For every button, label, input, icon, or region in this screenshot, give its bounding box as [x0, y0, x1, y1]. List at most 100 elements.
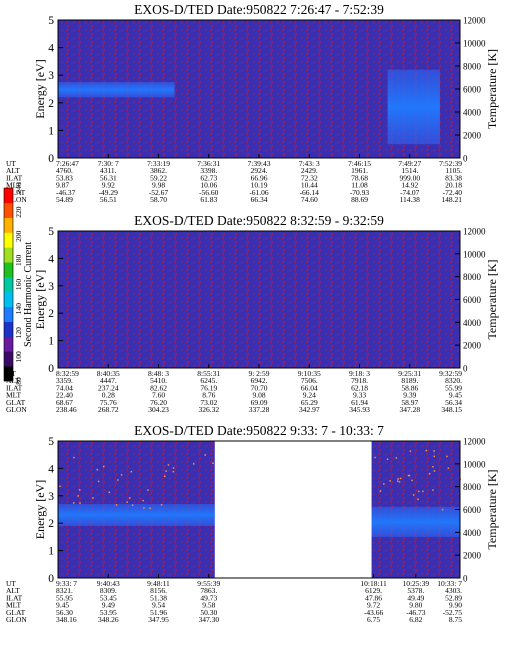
y2-tick-label: 12000 [463, 16, 486, 26]
ephemeris-value: 8189. [401, 376, 418, 385]
ephemeris-value: 7:43: 3 [299, 159, 320, 168]
speckle-bright [204, 454, 206, 456]
y-tick-label: 0 [48, 363, 54, 375]
y2-tick-label: 0 [463, 574, 468, 584]
ephemeris-value: 114.38 [400, 195, 421, 204]
ephemeris-value: 14.92 [401, 181, 418, 190]
ephemeris-value: 55.95 [56, 593, 73, 602]
ephemeris-value: 345.93 [349, 405, 370, 414]
colorbar-swatch [4, 247, 13, 263]
speckle-bright [428, 472, 431, 475]
ephemeris-value: 9:18: 3 [349, 369, 370, 378]
ephemeris-value: 5378. [407, 586, 424, 595]
ephemeris-value: 347.95 [148, 615, 169, 624]
speckle-bright [120, 474, 123, 476]
y-tick-label: 5 [48, 15, 54, 27]
ephemeris-value: 348.26 [98, 615, 119, 624]
ephemeris-value: 66.96 [251, 173, 268, 182]
y2-tick-label: 2000 [463, 551, 482, 561]
speckle-bright [433, 450, 435, 452]
ephemeris-value: -74.07 [400, 188, 420, 197]
ephemeris-value: 8309. [100, 586, 117, 595]
speckle-bright [418, 490, 420, 493]
speckle-bright [433, 455, 435, 458]
speckle-bright [129, 497, 131, 499]
speckle-bright [212, 462, 214, 465]
ephemeris-value: 9.45 [56, 601, 69, 610]
y2-tick-label: 0 [463, 364, 468, 374]
ephemeris-value: 9.49 [102, 601, 115, 610]
ephemeris-value: 70.70 [251, 383, 268, 392]
ephemeris-value: 238.46 [56, 405, 77, 414]
ephemeris-value: 3398. [200, 166, 217, 175]
ephemeris-value: 58.97 [401, 398, 418, 407]
speckle-bright [383, 483, 385, 485]
speckle-bright [397, 478, 399, 480]
ephemeris-value: 6129. [365, 586, 382, 595]
ephemeris-row-label: ILAT [6, 173, 23, 182]
ephemeris-value: 10.06 [200, 181, 217, 190]
ephemeris-value: 66.04 [301, 383, 318, 392]
heatmap-band [58, 504, 215, 526]
ephemeris-value: 148.21 [441, 195, 462, 204]
ephemeris-value: 7:26:47 [56, 159, 79, 168]
colorbar-tick-label: 200 [14, 230, 23, 242]
ephemeris-value: 7:33:19 [147, 159, 170, 168]
y2-tick-label: 10000 [463, 459, 486, 469]
y-axis-label: Energy [eV] [33, 270, 47, 329]
ephemeris-value: 7918. [351, 376, 368, 385]
ephemeris-value: 53.95 [100, 608, 117, 617]
ephemeris-value: 7.60 [152, 391, 165, 400]
heatmap-band [58, 82, 175, 98]
ephemeris-row-label: ILAT [6, 383, 23, 392]
y2-tick-label: 10000 [463, 39, 486, 49]
speckle-bright [130, 470, 133, 473]
ephemeris-value: 8:55:31 [197, 369, 220, 378]
ephemeris-value: 9.92 [102, 181, 115, 190]
speckle-bright [409, 450, 412, 452]
ephemeris-value: 9.87 [56, 181, 69, 190]
heatmap-band [387, 69, 440, 145]
ephemeris-value: 53.83 [56, 173, 73, 182]
ephemeris-value: 9.90 [449, 601, 462, 610]
y2-tick-label: 8000 [463, 62, 482, 72]
colorbar-tick-label: 80 [14, 377, 23, 385]
y2-tick-label: 6000 [463, 295, 482, 305]
ephemeris-value: 68.67 [56, 398, 73, 407]
ephemeris-value: 9:40:43 [97, 579, 120, 588]
speckle-bright [395, 457, 398, 459]
ephemeris-value: 8320. [445, 376, 462, 385]
colorbar-swatch [4, 306, 13, 322]
ephemeris-row-label: GLON [6, 615, 27, 624]
ephemeris-value: 0.28 [102, 391, 115, 400]
y2-tick-label: 2000 [463, 341, 482, 351]
panel-title: EXOS-D/TED Date:950822 9:33: 7 - 10:33: … [134, 423, 384, 438]
speckle-bright [399, 477, 402, 480]
speckle-bright [408, 474, 411, 477]
ephemeris-value: 69.09 [251, 398, 268, 407]
speckle-bright [143, 507, 145, 509]
ephemeris-row-label: ILAT [6, 593, 23, 602]
ephemeris-value: -49.29 [99, 188, 119, 197]
ephemeris-row-label: UT [6, 579, 16, 588]
ephemeris-value: 65.29 [301, 398, 318, 407]
ephemeris-value: 50.30 [200, 608, 217, 617]
ephemeris-value: 20.18 [445, 181, 462, 190]
ephemeris-value: 7863. [200, 586, 217, 595]
ephemeris-value: -52.67 [149, 188, 169, 197]
speckle-bright [96, 468, 99, 471]
ephemeris-value: 347.28 [399, 405, 420, 414]
ephemeris-value: 348.15 [441, 405, 462, 414]
speckle-bright [417, 498, 419, 501]
colorbar-swatch [4, 188, 13, 204]
ephemeris-value: -70.93 [350, 188, 370, 197]
colorbar-swatch [4, 336, 13, 352]
speckle-bright [396, 480, 399, 482]
panel-title: EXOS-D/TED Date:950822 7:26:47 - 7:52:39 [134, 2, 384, 17]
ephemeris-value: 10:18:11 [360, 579, 387, 588]
y-axis-label: Energy [eV] [33, 480, 47, 539]
speckle-bright [117, 479, 119, 481]
ephemeris-value: 4760. [56, 166, 73, 175]
ephemeris-value: 348.16 [56, 615, 77, 624]
y-tick-label: 3 [48, 281, 54, 293]
